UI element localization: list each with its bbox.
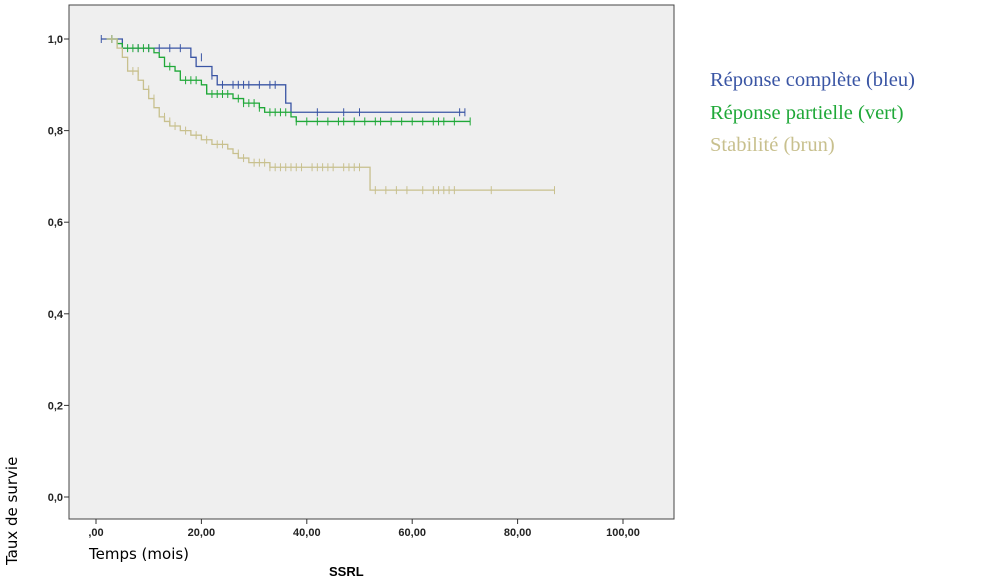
legend: Réponse complète (bleu) Réponse partiell… — [710, 64, 915, 162]
y-tick-label: 0,2 — [48, 400, 63, 412]
legend-item-partial: Réponse partielle (vert) — [710, 101, 904, 124]
series-2 — [106, 35, 471, 126]
x-tick-label: 20,00 — [188, 527, 216, 539]
legend-item-stable: Stabilité (brun) — [710, 134, 835, 156]
legend-item-complete: Réponse complète (bleu) — [710, 69, 915, 91]
x-axis-subtitle: SSRL — [329, 564, 364, 579]
y-tick-label: 0,4 — [48, 309, 64, 321]
series-3 — [106, 35, 555, 195]
x-axis: ,00 20,00 40,00 60,00 80,00 100,00 — [88, 519, 640, 539]
series-layer — [100, 35, 555, 195]
y-tick-label: 0,0 — [48, 492, 63, 504]
plot-area — [68, 4, 675, 520]
x-tick-label: 40,00 — [293, 527, 321, 539]
y-axis-title-text: Taux de survie — [3, 456, 21, 565]
x-tick-label: 60,00 — [398, 527, 426, 539]
y-axis: 0,0 0,2 0,4 0,6 0,8 1,0 — [48, 34, 69, 504]
y-tick-label: 0,8 — [48, 126, 63, 138]
series-line — [101, 38, 465, 113]
x-tick-label: 80,00 — [504, 527, 532, 539]
x-tick-label: 100,00 — [606, 527, 640, 539]
y-tick-label: 0,6 — [48, 217, 63, 229]
x-axis-title: Temps (mois) — [89, 545, 190, 563]
series-line — [106, 38, 471, 123]
x-tick-label: ,00 — [88, 527, 103, 539]
y-tick-label: 1,0 — [48, 34, 63, 46]
